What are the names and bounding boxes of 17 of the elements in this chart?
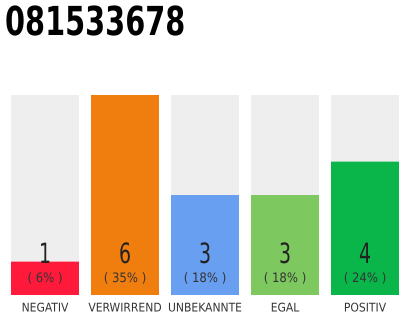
data-label: 1 xyxy=(38,236,52,270)
bar xyxy=(11,262,79,295)
x-tick-label: UNBEKANNTE xyxy=(168,300,242,315)
data-label: 6 xyxy=(118,236,132,270)
annotation: ( 18% ) xyxy=(264,271,306,286)
annotation: ( 35% ) xyxy=(104,271,146,286)
x-tick-label: NEGATIV xyxy=(22,300,70,315)
chart-title: 081533678 xyxy=(5,0,186,45)
data-label: 3 xyxy=(278,236,292,270)
data-label: 3 xyxy=(198,236,212,270)
annotation: ( 24% ) xyxy=(344,271,386,286)
x-tick-label: POSITIV xyxy=(344,300,387,315)
data-label: 4 xyxy=(358,236,372,270)
x-tick-label: VERWIRREND xyxy=(88,300,162,315)
annotation: ( 18% ) xyxy=(184,271,226,286)
x-tick-label: EGAL xyxy=(270,300,300,315)
annotation: ( 6% ) xyxy=(27,271,63,286)
